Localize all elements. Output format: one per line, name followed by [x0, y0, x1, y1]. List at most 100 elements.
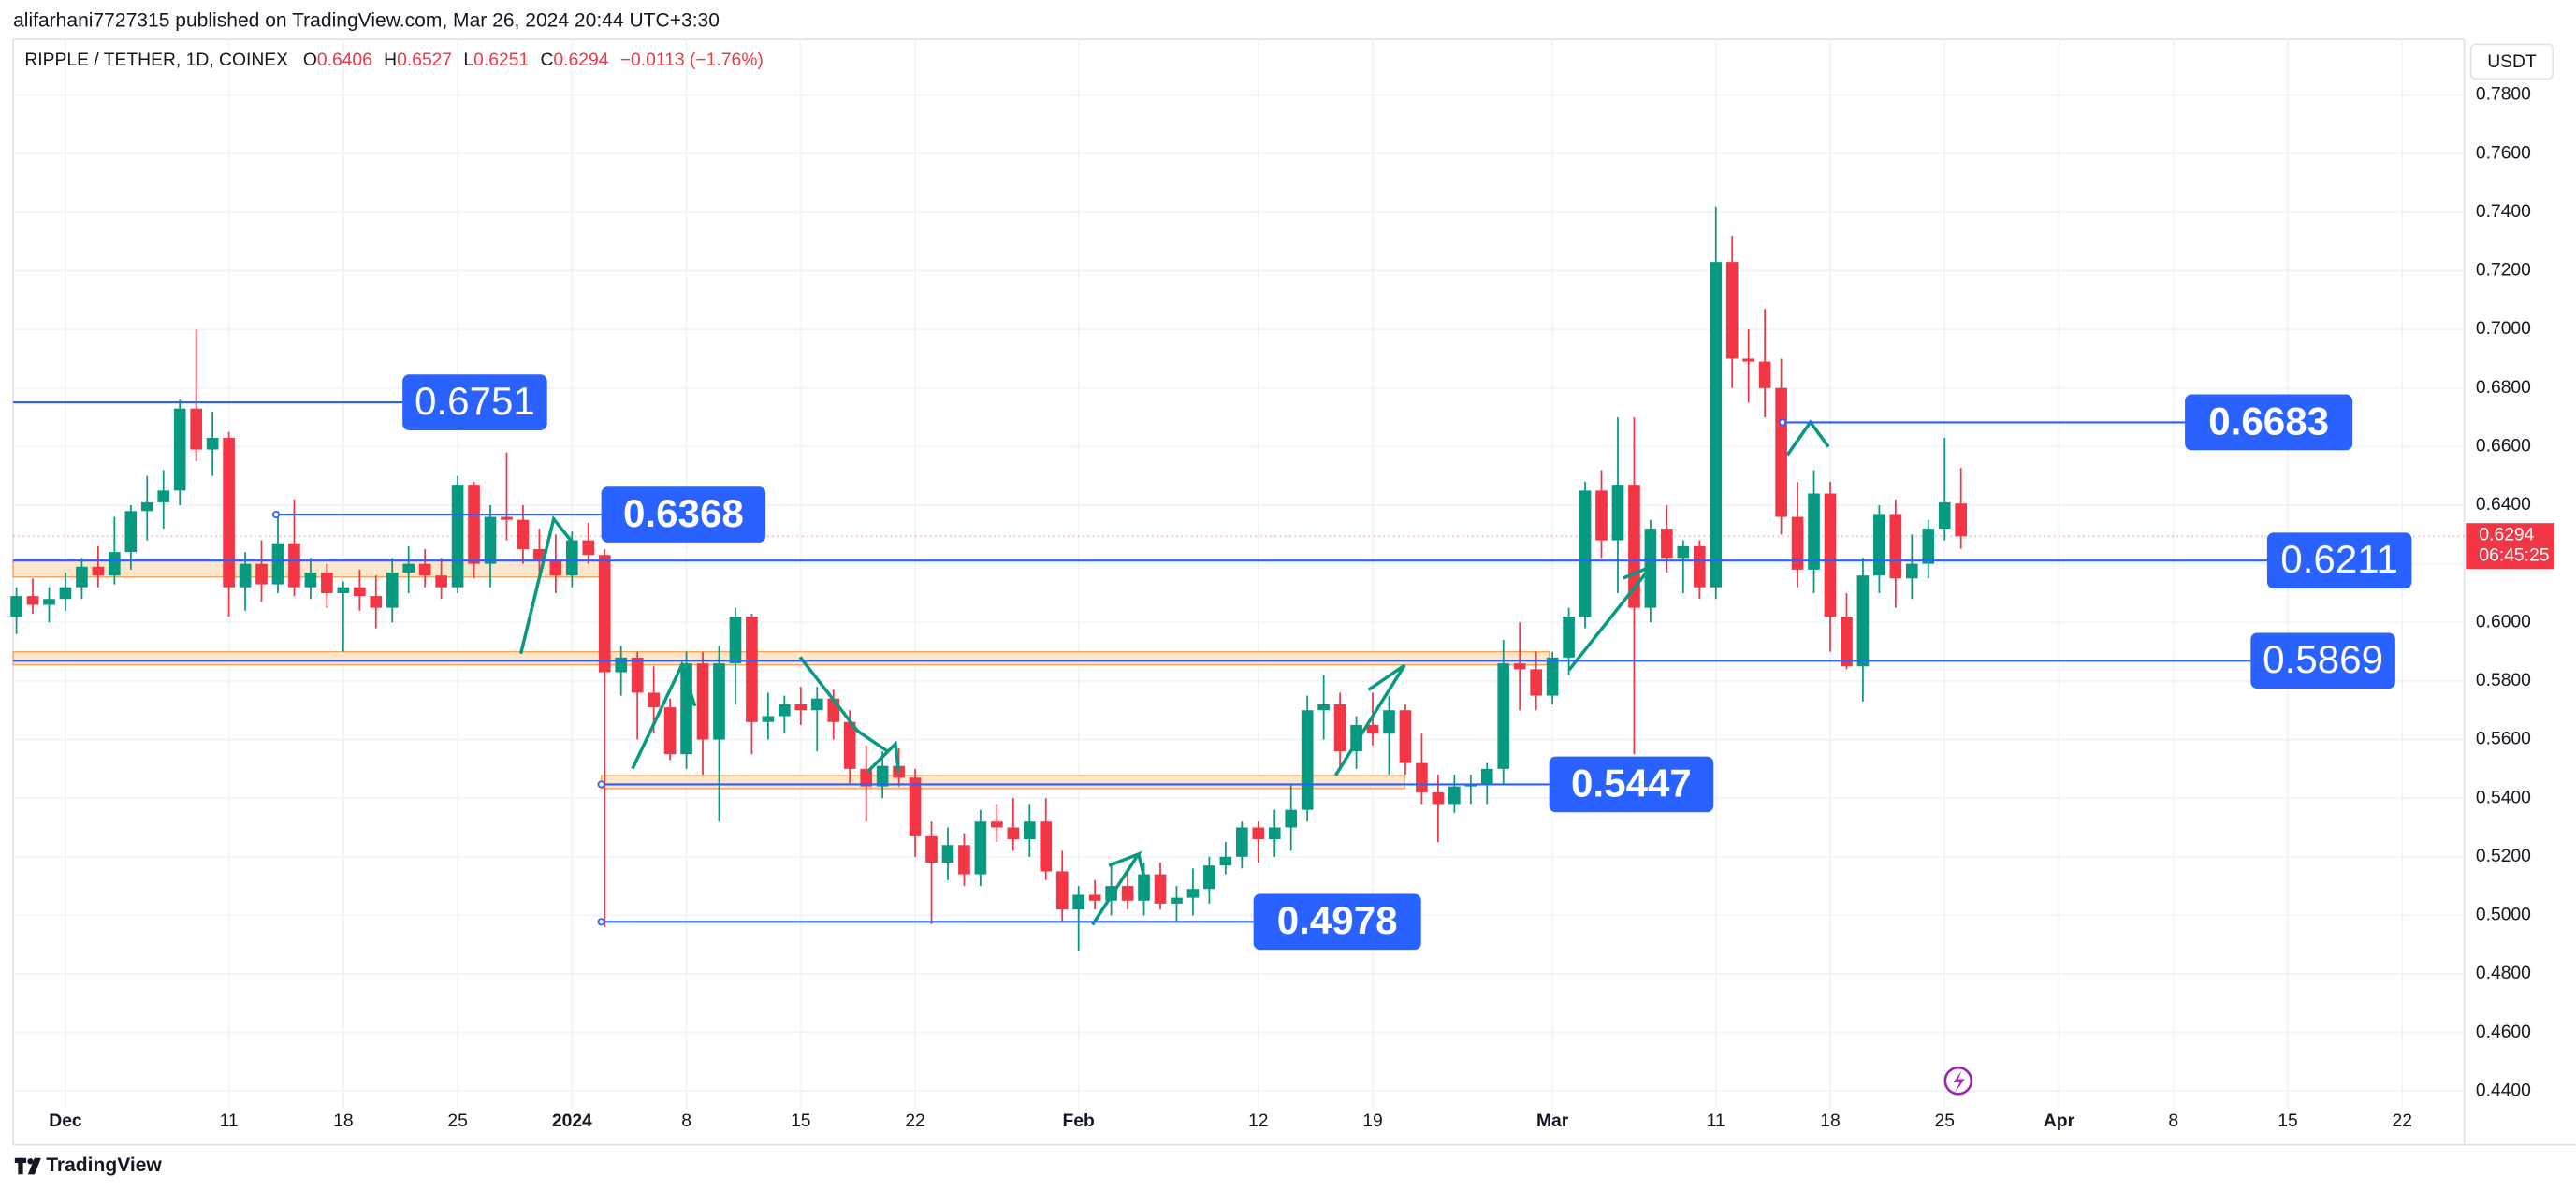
currency: USDT — [2487, 52, 2537, 72]
candle-body — [729, 617, 742, 664]
candle-body — [762, 716, 775, 722]
x-tick-label: 15 — [2278, 1111, 2297, 1131]
candle-body — [109, 552, 121, 576]
logo-part — [27, 1157, 41, 1175]
y-tick-label: 0.4600 — [2476, 1023, 2531, 1042]
legend-key: H — [384, 51, 397, 70]
candle-body — [810, 698, 823, 711]
candle-body — [941, 845, 954, 863]
candle-body — [206, 438, 219, 450]
legend: RIPPLE / TETHER, 1D, COINEX O0.6406 H0.652… — [24, 51, 763, 70]
candle-body — [1171, 897, 1183, 904]
candle-body — [304, 573, 317, 588]
candle-body — [1546, 657, 1559, 696]
x-tick-label: Mar — [1536, 1111, 1569, 1131]
x-tick-label: 19 — [1362, 1111, 1382, 1131]
candle-body — [288, 543, 300, 588]
level-anchor — [1778, 418, 1787, 427]
y-tick-label: 0.7400 — [2476, 202, 2531, 222]
candle-body — [860, 768, 872, 787]
candle-body — [386, 573, 399, 608]
candle-body — [255, 563, 268, 585]
candle-body — [1513, 663, 1526, 670]
x-tick-label: 12 — [1248, 1111, 1268, 1131]
publisher: alifarhani7727315 published on TradingVi… — [13, 9, 720, 31]
candle-body — [1399, 710, 1412, 763]
candle-body — [435, 575, 447, 588]
candle-body — [1023, 821, 1036, 840]
candle-body — [321, 573, 333, 593]
candle-body — [1791, 516, 1804, 570]
y-tick-label: 0.6400 — [2476, 495, 2531, 515]
legend-value: 0.6251 — [473, 51, 529, 70]
logo-part — [18, 1157, 23, 1175]
y-tick-label: 0.5200 — [2476, 847, 2531, 866]
x-tick-label: 18 — [333, 1111, 353, 1131]
x-tick-label: 11 — [1707, 1111, 1725, 1131]
level-box — [1549, 756, 1714, 813]
level-box — [2185, 394, 2353, 451]
y-tick-label: 0.7000 — [2476, 319, 2531, 339]
candle-body — [779, 704, 791, 717]
candle-body — [1938, 501, 1951, 530]
candle-body — [974, 821, 987, 875]
candle-body — [1905, 563, 1918, 579]
candle-body — [1236, 827, 1248, 857]
level-box — [1253, 893, 1421, 951]
x-tick-label: 25 — [1935, 1111, 1955, 1131]
y-tick-label: 0.7200 — [2476, 261, 2531, 281]
legend-value: 0.6527 — [397, 51, 452, 70]
level-label: 0.6211 — [2280, 537, 2398, 581]
candle-body — [1040, 821, 1053, 872]
candle-body — [370, 596, 383, 608]
x-tick-label: 8 — [2168, 1111, 2178, 1131]
candle-body — [76, 566, 88, 588]
candle-body — [794, 704, 808, 711]
candle-body — [909, 777, 922, 836]
candle-body — [92, 566, 105, 576]
candle-body — [402, 563, 415, 573]
candle-body — [1317, 704, 1330, 711]
y-tick-label: 0.5800 — [2476, 671, 2531, 690]
x-tick-label: 18 — [1820, 1111, 1840, 1131]
candle-body — [1121, 886, 1134, 901]
arrow — [631, 660, 697, 770]
x-tick-label: 11 — [220, 1111, 239, 1131]
level-box — [2250, 632, 2395, 689]
candle-body — [59, 587, 72, 600]
candle-body — [1252, 827, 1265, 840]
y-tick-label: 0.7600 — [2476, 143, 2531, 163]
candle-body — [1219, 856, 1232, 866]
candle-body — [1758, 361, 1771, 388]
level-label: 0.4978 — [1277, 898, 1398, 942]
candle-body — [1416, 762, 1428, 792]
candle-body — [140, 501, 153, 512]
candle-body — [1808, 493, 1820, 570]
event-icon[interactable] — [1943, 1066, 1973, 1096]
candle-body — [1742, 358, 1755, 362]
candle-body — [451, 485, 464, 588]
candle-body — [26, 596, 39, 605]
candle-body — [713, 663, 725, 740]
y-tick-label: 0.5600 — [2476, 730, 2531, 749]
candle-body — [958, 845, 970, 875]
y-tick-label: 0.7800 — [2476, 85, 2531, 105]
candle-body — [337, 587, 350, 593]
candle-body — [1366, 724, 1379, 734]
level-label: 0.6368 — [623, 491, 744, 535]
candle-body — [1677, 545, 1690, 559]
candle-body — [1480, 768, 1493, 784]
legend-key: L — [463, 51, 473, 70]
level-anchor — [597, 918, 605, 926]
candle-body — [1595, 490, 1608, 541]
candle-body — [1432, 791, 1445, 805]
y-tick-label: 0.6800 — [2476, 378, 2531, 398]
currency-box — [2469, 43, 2554, 80]
candle-body — [533, 548, 546, 561]
candle-body — [1186, 889, 1200, 898]
candle-body — [1007, 827, 1020, 840]
candle-body — [1775, 387, 1787, 517]
candle-body — [517, 519, 530, 549]
candle-body — [1841, 617, 1853, 667]
